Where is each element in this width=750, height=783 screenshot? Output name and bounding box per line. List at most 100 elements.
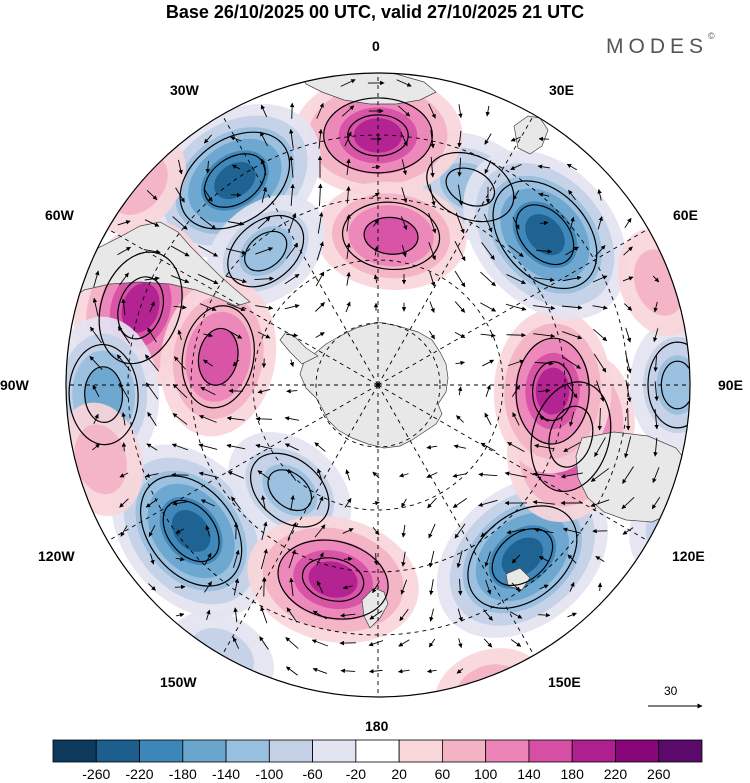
wind-arrow-322 xyxy=(590,499,610,507)
wind-arrow-66 xyxy=(204,552,212,565)
contour-line-11 xyxy=(467,505,578,609)
wind-arrow-46 xyxy=(172,501,188,506)
colorbar-label: 260 xyxy=(647,766,671,782)
wind-arrow-139 xyxy=(317,468,323,482)
wind-arrow-125 xyxy=(289,577,294,596)
meridian-120 xyxy=(107,384,379,542)
wind-arrow-77 xyxy=(232,359,240,367)
contour-inner-7 xyxy=(84,366,124,423)
colorbar-label: 60 xyxy=(434,766,451,782)
wind-arrow-227 xyxy=(456,415,464,423)
wind-arrow-271 xyxy=(506,528,526,535)
wind-arrow-23 xyxy=(149,301,155,313)
wind-arrow-339 xyxy=(653,301,658,313)
wind-arrow-257 xyxy=(510,136,522,142)
wind-arrow-24 xyxy=(147,327,157,343)
africa-landmass xyxy=(299,73,437,105)
anomaly-center-11 xyxy=(436,476,608,638)
wind-arrow-342 xyxy=(654,381,659,402)
wind-arrow-1 xyxy=(92,297,99,316)
wind-arrow-159 xyxy=(343,556,353,562)
wind-arrow-326 xyxy=(624,217,632,228)
wind-arrow-179 xyxy=(368,640,384,647)
wind-arrow-127 xyxy=(285,637,299,649)
wind-arrow-340 xyxy=(653,328,659,343)
wind-arrow-297 xyxy=(565,246,579,256)
wind-arrow-332 xyxy=(625,380,632,403)
wind-arrow-149 xyxy=(344,131,352,147)
lon-label-90w: 90W xyxy=(0,377,29,393)
wind-arrow-142 xyxy=(316,552,324,566)
wind-arrow-124 xyxy=(288,549,296,569)
wind-arrow-92 xyxy=(257,216,271,230)
wind-arrow-325 xyxy=(597,582,603,592)
colorbar-label: -100 xyxy=(255,766,284,782)
wind-arrow-101 xyxy=(257,470,271,480)
wind-arrow-154 xyxy=(346,271,351,286)
wind-arrow-156 xyxy=(345,469,351,481)
wind-arrow-9 xyxy=(119,272,129,286)
wind-arrow-242 xyxy=(481,242,495,261)
wind-arrow-329 xyxy=(623,303,633,311)
madagascar-landmass xyxy=(513,115,549,155)
wind-arrow-174 xyxy=(372,500,380,506)
wind-arrow-158 xyxy=(342,528,354,534)
wind-arrow-56 xyxy=(197,273,219,285)
colorbar-label: 180 xyxy=(560,766,584,782)
wind-arrow-315 xyxy=(592,305,608,310)
wind-arrow-134 xyxy=(316,241,324,261)
wind-arrow-49 xyxy=(174,584,186,590)
meridian--60 xyxy=(377,228,649,386)
wind-arrow-29 xyxy=(145,473,159,478)
lon-label-120e: 120E xyxy=(672,548,705,564)
wind-arrow-344 xyxy=(653,437,658,457)
wind-arrow-36 xyxy=(172,216,188,230)
contour-inner-5 xyxy=(117,276,165,340)
wind-arrow-204 xyxy=(429,271,436,287)
wind-arrow-160 xyxy=(342,585,353,590)
wind-arrow-320 xyxy=(594,437,606,457)
contour-inner-6 xyxy=(197,327,239,386)
wind-arrow-256 xyxy=(483,638,493,648)
wind-arrow-7 xyxy=(117,220,131,226)
wind-arrow-72 xyxy=(227,221,245,226)
contour-inner-10 xyxy=(301,557,365,602)
wind-arrow-10 xyxy=(121,298,126,316)
wind-arrow-225 xyxy=(455,360,465,366)
wind-arrow-309 xyxy=(569,581,575,592)
contour-line-9 xyxy=(249,452,330,528)
wind-arrow-32 xyxy=(150,553,155,565)
wind-arrow-73 xyxy=(225,248,247,255)
contour-line-10 xyxy=(277,539,389,620)
wind-arrow-281 xyxy=(533,277,555,283)
wind-arrow-168 xyxy=(372,192,380,198)
wind-arrow-25 xyxy=(144,354,160,372)
wind-arrow-50 xyxy=(175,612,185,618)
wind-arrow-200 xyxy=(430,156,435,178)
wind-arrow-136 xyxy=(315,302,325,312)
brand-mark: © xyxy=(708,31,715,41)
wind-arrow-237 xyxy=(485,105,491,117)
wind-arrow-93 xyxy=(255,247,274,255)
contour-line-8 xyxy=(140,475,243,587)
wind-arrow-96 xyxy=(257,331,271,339)
wind-arrow-224 xyxy=(454,331,466,339)
wind-arrow-252 xyxy=(480,524,496,538)
wind-arrow-157 xyxy=(344,497,352,508)
colorbar-label: -140 xyxy=(212,766,241,782)
wind-arrow-147 xyxy=(340,79,356,87)
wind-arrow-223 xyxy=(454,301,466,313)
wind-arrow-238 xyxy=(484,133,492,145)
wind-arrow-279 xyxy=(539,220,549,226)
wind-arrow-94 xyxy=(254,276,275,281)
wind-arrow-327 xyxy=(623,246,633,256)
wind-arrow-310 xyxy=(567,612,577,618)
colorbar-swatch-13 xyxy=(615,739,660,763)
wind-arrow-228 xyxy=(453,444,467,449)
wind-arrow-244 xyxy=(480,302,497,312)
wind-arrow-54 xyxy=(199,216,217,230)
wind-arrow-236 xyxy=(456,668,464,674)
lon-label-120w: 120W xyxy=(38,548,75,564)
wind-arrow-145 xyxy=(311,639,328,647)
wind-arrow-121 xyxy=(287,469,297,481)
